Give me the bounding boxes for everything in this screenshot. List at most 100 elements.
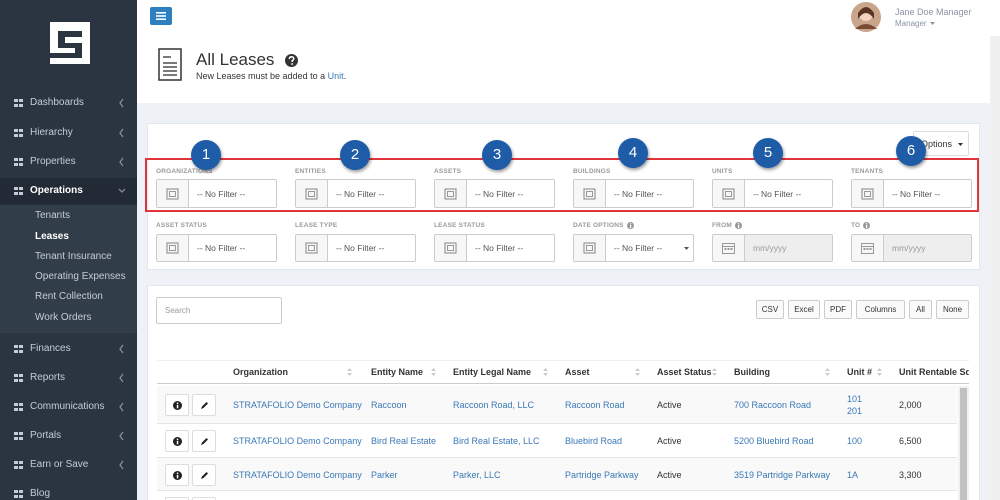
- menu-toggle[interactable]: [150, 7, 172, 25]
- filter-control[interactable]: -- No Filter --: [573, 234, 694, 262]
- menu-item[interactable]: Portals: [30, 430, 62, 441]
- filter-icon-box: [157, 180, 189, 207]
- cell-link[interactable]: Parker: [371, 469, 398, 480]
- export-button[interactable]: Excel: [788, 300, 820, 319]
- column-header[interactable]: Building: [734, 367, 770, 377]
- unit-link[interactable]: 101: [847, 394, 863, 404]
- cell-link[interactable]: 5200 Bluebird Road: [734, 436, 814, 446]
- menu-item[interactable]: Properties: [30, 156, 76, 167]
- filter-control[interactable]: -- No Filter --: [434, 179, 555, 208]
- icon-part: [19, 403, 23, 406]
- cell-link[interactable]: STRATAFOLIO Demo Company: [233, 469, 362, 480]
- unit-link[interactable]: 1A: [847, 469, 859, 480]
- info-button[interactable]: [165, 394, 189, 416]
- filter-control[interactable]: -- No Filter --: [295, 234, 416, 262]
- submenu-item[interactable]: Tenants: [35, 210, 71, 221]
- cell-link[interactable]: Raccoon Road, LLC: [453, 400, 535, 410]
- caret: [684, 247, 689, 250]
- callout: 5: [753, 138, 783, 168]
- submenu-item[interactable]: Leases: [35, 231, 69, 242]
- filter-placeholder: -- No Filter --: [892, 188, 941, 199]
- export-button[interactable]: All: [909, 300, 932, 319]
- options-label[interactable]: Options: [921, 139, 953, 149]
- chevron: [119, 460, 124, 470]
- info-button[interactable]: [165, 463, 189, 486]
- menu-item[interactable]: Reports: [30, 372, 66, 383]
- filter-control[interactable]: mm/yyyy: [851, 234, 972, 262]
- submenu-item[interactable]: Rent Collection: [35, 291, 103, 302]
- export-button[interactable]: None: [936, 300, 969, 319]
- edit-button[interactable]: [192, 394, 216, 416]
- cell-link[interactable]: Partridge Parkway: [565, 469, 639, 480]
- edit-button[interactable]: [192, 497, 216, 500]
- filter-label: TENANTS: [851, 168, 884, 175]
- filter-control[interactable]: mm/yyyy: [712, 234, 833, 262]
- menu-item[interactable]: Hierarchy: [30, 127, 73, 138]
- submenu-item[interactable]: Operating Expenses: [35, 271, 126, 282]
- menu-item[interactable]: Dashboards: [30, 97, 84, 108]
- icon-part: [866, 223, 868, 225]
- submenu-bg: [0, 205, 137, 333]
- column-header[interactable]: Organization: [233, 367, 289, 377]
- filter-icon-box: [435, 180, 467, 207]
- info-button[interactable]: [165, 497, 189, 500]
- column-header[interactable]: Unit #: [847, 367, 873, 377]
- table-row: STRATAFOLIO Demo Company Raccoon Raccoon R…: [157, 386, 957, 424]
- export-button[interactable]: Columns: [856, 300, 905, 319]
- filter-control[interactable]: -- No Filter --: [156, 234, 277, 262]
- filter-control[interactable]: -- No Filter --: [156, 179, 277, 208]
- filter-icon: [861, 243, 874, 254]
- cell-link[interactable]: Parker, LLC: [453, 469, 501, 480]
- cell-link[interactable]: 700 Raccoon Road: [734, 400, 812, 410]
- edit-button[interactable]: [192, 463, 216, 486]
- menu-item[interactable]: Finances: [30, 343, 71, 354]
- icon-part: [14, 163, 18, 166]
- column-header[interactable]: Entity Legal Name: [453, 367, 532, 377]
- cell-link[interactable]: STRATAFOLIO Demo Company: [233, 436, 362, 446]
- submenu-item[interactable]: Tenant Insurance: [35, 251, 112, 262]
- icon-part: [712, 373, 717, 376]
- chevron: [119, 157, 124, 167]
- edit-button[interactable]: [192, 430, 216, 452]
- menu-item[interactable]: Operations: [30, 185, 83, 196]
- export-button[interactable]: PDF: [824, 300, 852, 319]
- icon-part: [14, 408, 18, 411]
- filter-control[interactable]: -- No Filter --: [712, 179, 833, 208]
- menu-icon: [14, 403, 23, 411]
- chevron: [119, 373, 124, 383]
- cell-link[interactable]: STRATAFOLIO Demo Company: [233, 400, 362, 410]
- unit-link[interactable]: 100: [847, 436, 863, 446]
- menu-icon: [14, 158, 23, 166]
- search-input[interactable]: Search: [156, 297, 282, 324]
- column-header[interactable]: Entity Name: [371, 367, 424, 377]
- menu-item[interactable]: Communications: [30, 401, 105, 412]
- filter-control[interactable]: -- No Filter --: [295, 179, 416, 208]
- icon-part: [14, 187, 18, 190]
- user-name[interactable]: Jane Doe Manager: [895, 7, 972, 17]
- column-header[interactable]: Asset Status: [657, 367, 712, 377]
- filter-control[interactable]: -- No Filter --: [851, 179, 972, 208]
- subtitle-link[interactable]: Unit: [327, 71, 344, 81]
- info-button[interactable]: [165, 430, 189, 452]
- info-icon: [173, 437, 182, 446]
- icon-part: [866, 225, 868, 228]
- cell-link[interactable]: Bird Real Estate: [371, 436, 437, 446]
- filter-control[interactable]: -- No Filter --: [573, 179, 694, 208]
- cell-link[interactable]: Bluebird Road: [565, 436, 623, 446]
- cell-link[interactable]: 3519 Partridge Parkway: [734, 469, 831, 480]
- menu-item[interactable]: Earn or Save: [30, 459, 89, 470]
- export-button[interactable]: CSV: [756, 300, 784, 319]
- submenu-item[interactable]: Work Orders: [35, 312, 92, 323]
- cell-link[interactable]: Bird Real Estate, LLC: [453, 436, 540, 446]
- user-role[interactable]: Manager: [895, 19, 927, 28]
- column-header[interactable]: Asset: [565, 367, 590, 377]
- column-header[interactable]: Unit Rentable Sq: [899, 367, 969, 377]
- info-icon: [173, 401, 182, 410]
- cell-link[interactable]: Raccoon Road: [565, 400, 625, 410]
- unit-link[interactable]: 201: [847, 406, 863, 416]
- cell-link[interactable]: Raccoon: [371, 400, 407, 410]
- disabled-input: [884, 235, 971, 261]
- filter-control[interactable]: -- No Filter --: [434, 234, 555, 262]
- menu-icon: [14, 99, 23, 107]
- menu-item[interactable]: Blog: [30, 488, 51, 499]
